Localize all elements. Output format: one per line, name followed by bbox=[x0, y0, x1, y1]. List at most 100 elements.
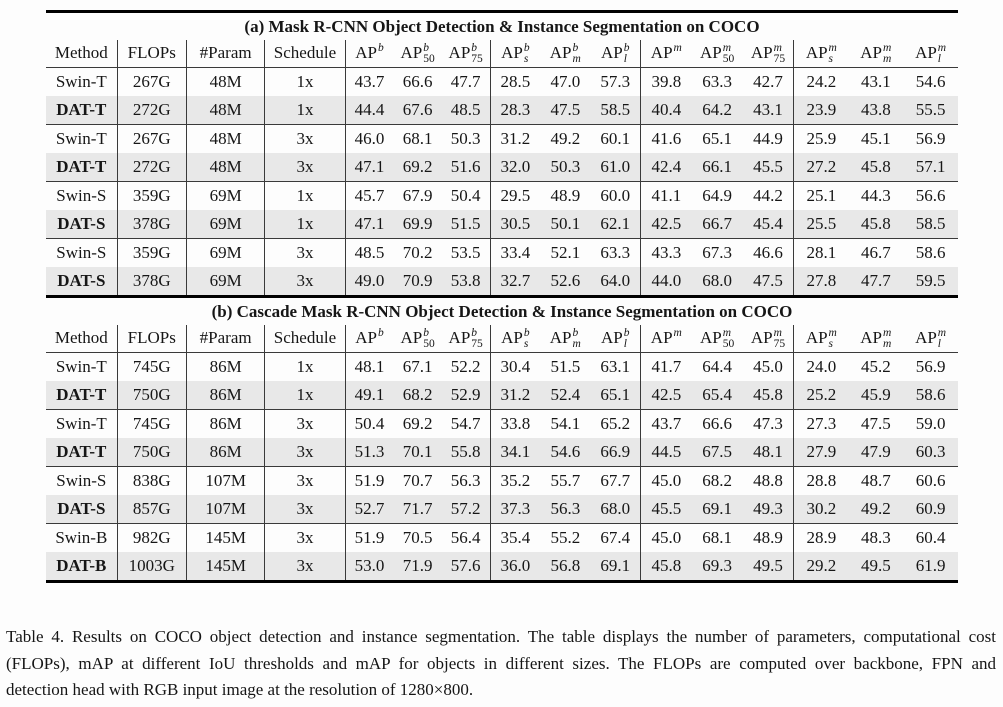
table-body: Swin-T 745G 86M 1x 48.1 67.1 52.2 30.4 51.5 63.1 4… bbox=[46, 352, 958, 580]
column-header-flops: FLOPs bbox=[117, 325, 187, 353]
metric-cell: 68.1 bbox=[402, 128, 433, 148]
flops-cell: 750G bbox=[117, 380, 187, 410]
metric-cell: 52.1 bbox=[550, 242, 581, 262]
ap-label: AP b bbox=[355, 327, 383, 350]
metric-cell: 49.3 bbox=[742, 494, 794, 524]
ap-base: AP bbox=[600, 43, 623, 63]
caption-line-3: detection head with RGB input image at t… bbox=[6, 680, 474, 699]
metric-cell: 51.5 bbox=[441, 209, 491, 239]
metric-cell: 45.0 bbox=[753, 356, 783, 376]
ap-base: AP bbox=[448, 328, 471, 348]
flops-cell: 838G bbox=[117, 466, 187, 495]
schedule-cell: 1x bbox=[264, 67, 346, 96]
metric-cell: 68.0 bbox=[590, 494, 641, 524]
ap-superscript: m bbox=[673, 42, 682, 54]
metric-cell: 66.1 bbox=[691, 152, 743, 182]
metric-cell: 48.1 bbox=[742, 437, 794, 467]
ap-base: AP bbox=[700, 328, 722, 348]
ap-label: AP m m bbox=[860, 42, 891, 65]
ap-label: AP m m bbox=[860, 327, 891, 350]
table-row: DAT-S 378G 69M 3x 49.0 70.9 53.8 32.7 52.6 64.0 44… bbox=[46, 266, 958, 295]
metric-cell: 52.7 bbox=[345, 494, 394, 524]
ap-column-header: AP m s bbox=[793, 40, 849, 68]
paper-page: (a) Mask R-CNN Object Detection & Instan… bbox=[0, 10, 1003, 704]
ap-subscript: 50 bbox=[423, 53, 435, 66]
ap-supsub: m 75 bbox=[773, 326, 786, 351]
method-cell: DAT-T bbox=[46, 380, 118, 410]
column-header-param: #Param bbox=[186, 325, 266, 353]
method-cell: Swin-S bbox=[46, 181, 118, 210]
metric-cell: 60.4 bbox=[915, 527, 946, 547]
metric-cell: 47.3 bbox=[753, 413, 783, 433]
metric-cell: 56.9 bbox=[915, 128, 946, 148]
metric-cell: 24.0 bbox=[793, 352, 849, 381]
metric-cell: 36.0 bbox=[489, 551, 541, 580]
method-cell: DAT-B bbox=[46, 551, 118, 580]
table-row: Swin-S 359G 69M 3x 48.5 70.2 53.5 33.4 52.1 63.3 4… bbox=[46, 238, 958, 267]
caption-line-2: (FLOPs), mAP at different IoU thresholds… bbox=[6, 653, 996, 673]
column-header-flops: FLOPs bbox=[117, 40, 187, 68]
ap-supsub: b 75 bbox=[471, 327, 483, 351]
param-cell: 145M bbox=[186, 523, 266, 552]
ap-label: AP b 75 bbox=[449, 327, 483, 350]
metric-cell: 43.1 bbox=[742, 95, 794, 125]
ap-superscript: m bbox=[773, 326, 782, 339]
ap-subscript: s bbox=[523, 338, 529, 351]
ap-base: AP bbox=[400, 43, 423, 63]
ap-superscript: b bbox=[523, 326, 530, 339]
param-cell: 107M bbox=[186, 466, 266, 495]
ap-label: AP b m bbox=[550, 42, 581, 65]
ap-superscript: m bbox=[937, 41, 947, 54]
metric-cell: 49.2 bbox=[848, 494, 904, 524]
metric-cell: 48.8 bbox=[753, 470, 783, 490]
method-cell: Swin-T bbox=[46, 352, 118, 381]
table-a-title: (a) Mask R-CNN Object Detection & Instan… bbox=[244, 17, 760, 36]
flops-cell: 745G bbox=[117, 409, 187, 438]
metric-cell: 50.1 bbox=[540, 209, 591, 239]
metric-cell: 46.6 bbox=[753, 242, 783, 262]
metric-cell: 50.4 bbox=[450, 185, 481, 205]
metric-cell: 39.8 bbox=[640, 67, 692, 96]
flops-cell: 267G bbox=[117, 67, 187, 96]
ap-column-header: AP b l bbox=[590, 325, 641, 353]
metric-cell: 47.7 bbox=[450, 71, 481, 91]
metric-cell: 56.3 bbox=[450, 470, 481, 490]
ap-column-header: AP b 75 bbox=[441, 325, 491, 353]
ap-supsub: m bbox=[674, 327, 682, 351]
ap-column-header: AP b m bbox=[540, 40, 591, 68]
results-table: Method FLOPs #Param Schedule AP b AP b 50 AP b 75 AP… bbox=[46, 325, 958, 580]
ap-superscript: b bbox=[423, 326, 429, 339]
metric-cell: 47.1 bbox=[345, 152, 394, 182]
ap-column-header: AP m m bbox=[848, 40, 904, 68]
schedule-cell: 3x bbox=[264, 152, 346, 182]
metric-cell: 51.3 bbox=[345, 437, 394, 467]
metric-cell: 48.9 bbox=[550, 185, 581, 205]
metric-cell: 45.7 bbox=[354, 185, 385, 205]
ap-column-header: AP b bbox=[345, 40, 394, 68]
ap-label: AP b 50 bbox=[400, 42, 434, 65]
table-row: DAT-B 1003G 145M 3x 53.0 71.9 57.6 36.0 56.8 69.1… bbox=[46, 551, 958, 580]
ap-base: AP bbox=[448, 43, 471, 63]
column-header-schedule: Schedule bbox=[264, 325, 346, 353]
metric-cell: 46.0 bbox=[354, 128, 385, 148]
flops-cell: 267G bbox=[117, 124, 187, 153]
ap-superscript: b bbox=[572, 41, 579, 54]
metric-cell: 44.5 bbox=[640, 437, 692, 467]
metric-cell: 34.1 bbox=[489, 437, 541, 467]
schedule-cell: 3x bbox=[264, 437, 346, 467]
metric-cell: 25.5 bbox=[793, 209, 849, 239]
caption-line-1: Table 4. Results on COCO object detectio… bbox=[6, 627, 996, 646]
metric-cell: 45.2 bbox=[860, 356, 891, 376]
metric-cell: 28.8 bbox=[793, 466, 849, 495]
method-cell: DAT-S bbox=[46, 209, 118, 239]
metric-cell: 70.2 bbox=[402, 242, 433, 262]
metric-cell: 62.1 bbox=[590, 209, 641, 239]
metric-cell: 55.5 bbox=[903, 95, 958, 125]
ap-supsub: b bbox=[378, 42, 384, 66]
flops-cell: 378G bbox=[117, 209, 187, 239]
ap-base: AP bbox=[355, 328, 377, 348]
